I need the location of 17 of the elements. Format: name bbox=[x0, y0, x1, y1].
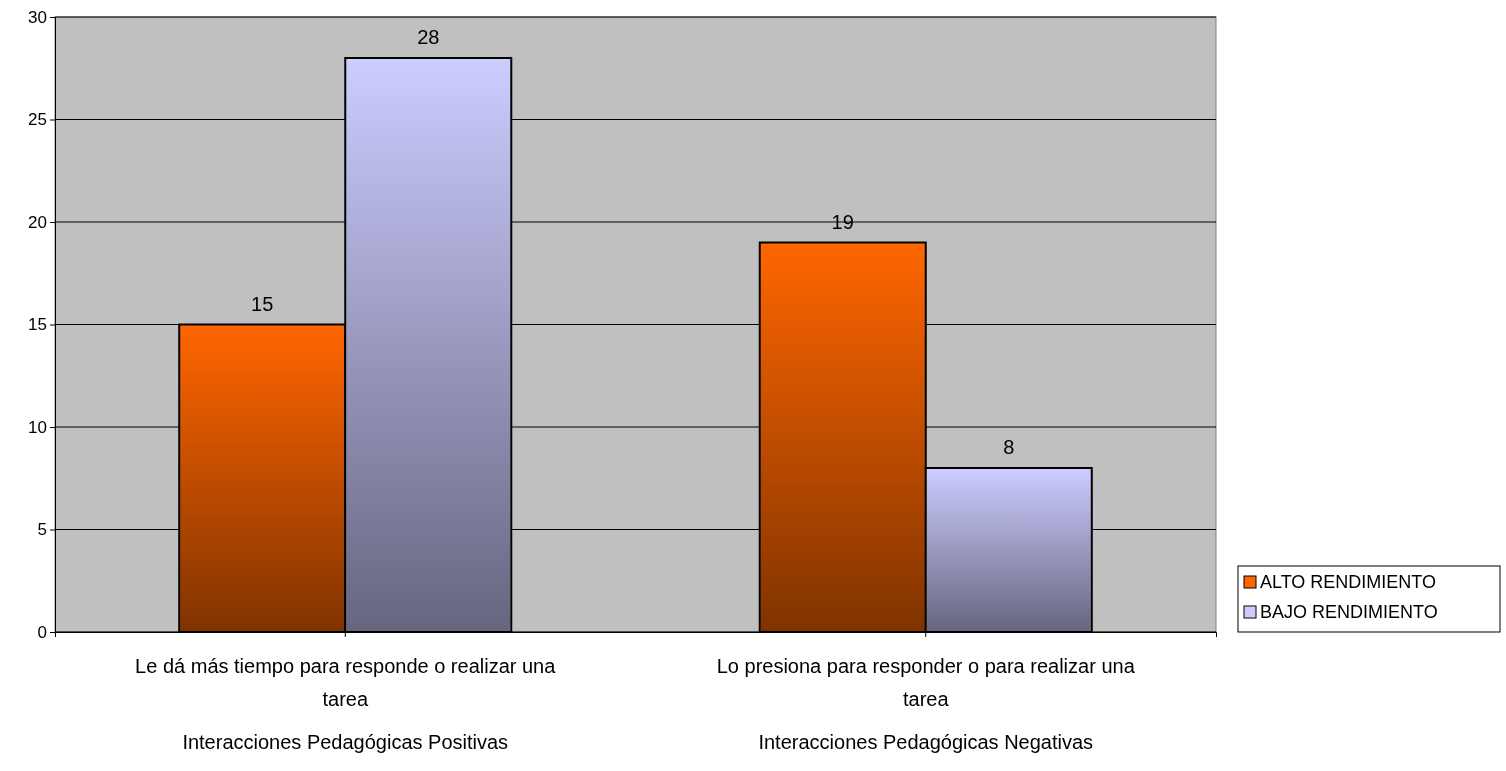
y-tick-label: 0 bbox=[37, 622, 47, 642]
legend-label: ALTO RENDIMIENTO bbox=[1260, 572, 1437, 592]
y-tick-label: 5 bbox=[37, 520, 47, 540]
text: Interacciones Pedagógicas Positivas bbox=[182, 731, 509, 753]
data-label: 8 bbox=[1003, 436, 1015, 458]
x-tick-label: Le dá más tiempo para responde o realizar una tarea bbox=[135, 655, 557, 710]
y-tick-label: 20 bbox=[28, 212, 47, 232]
y-tick-label: 25 bbox=[28, 110, 47, 130]
y-tick-label: 10 bbox=[28, 417, 47, 437]
data-label: 19 bbox=[831, 210, 854, 233]
data-label: 15 bbox=[251, 292, 274, 315]
y-tick-label: 30 bbox=[28, 7, 47, 27]
x-tick-label: Lo presiona para responder o para realizar una tarea bbox=[716, 655, 1136, 710]
y-tick-label: 15 bbox=[28, 315, 47, 335]
data-label: 28 bbox=[417, 26, 440, 48]
legend-label: BAJO RENDIMIENTO bbox=[1260, 602, 1438, 622]
text: Interacciones Pedagógicas Negativas bbox=[758, 731, 1094, 753]
